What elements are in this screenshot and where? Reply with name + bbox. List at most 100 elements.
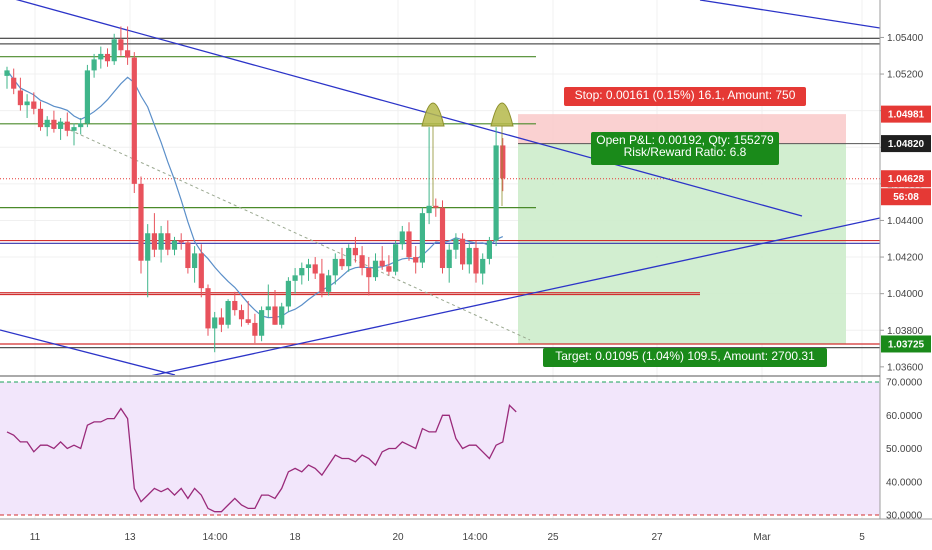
candle-body <box>192 253 198 269</box>
time-tick-label: 13 <box>124 532 136 543</box>
rsi-tick-label: 50.0000 <box>886 444 923 455</box>
price-tag-text: 56:08 <box>893 192 919 203</box>
candle <box>17 77 23 111</box>
candle <box>433 198 439 217</box>
stop-label-text: Stop: 0.00161 (0.15%) 16.1, Amount: 750 <box>575 88 796 102</box>
candle <box>500 138 506 192</box>
time-tick-label: 20 <box>392 532 404 543</box>
candle-body <box>218 317 224 325</box>
candle <box>198 244 204 298</box>
candle <box>272 289 278 325</box>
descending-trendline <box>15 0 803 217</box>
candle-body <box>212 317 218 329</box>
price-tag-bg <box>881 170 931 188</box>
candle-body <box>486 240 492 259</box>
rsi-tick-label: 60.0000 <box>886 411 923 422</box>
candle <box>406 222 412 261</box>
candle <box>326 269 332 296</box>
candle <box>339 247 345 270</box>
candle-body <box>118 39 124 51</box>
candle <box>460 233 466 270</box>
trendlines[interactable] <box>0 0 880 376</box>
candle-body <box>399 231 405 245</box>
candle <box>145 224 151 298</box>
candle <box>352 236 358 263</box>
rsi-line <box>6 403 517 513</box>
candle-body <box>71 127 77 131</box>
candle-body <box>198 253 204 289</box>
candle-body <box>259 310 265 336</box>
descending-trendline-lower <box>0 329 176 375</box>
candle-body <box>138 183 144 261</box>
candle <box>111 33 117 65</box>
candle <box>212 311 218 353</box>
candle <box>151 213 157 258</box>
candle <box>37 101 44 131</box>
candle <box>125 26 131 65</box>
price-tags: 1.04981 1.04820 1.04628 56:08 1.03725 <box>881 105 931 353</box>
candle-body <box>372 260 379 278</box>
candle-body <box>44 119 50 128</box>
candle <box>225 299 231 329</box>
candle-body <box>433 205 439 208</box>
target-label-bg <box>543 348 827 367</box>
candle <box>31 92 37 115</box>
candle-body <box>131 57 137 184</box>
candle <box>446 244 452 283</box>
candle <box>192 246 198 283</box>
candle <box>218 308 224 333</box>
rsi-tick-label: 30.0000 <box>886 511 923 522</box>
price-tag-text: 1.04981 <box>888 110 925 121</box>
price-tag-bg <box>881 335 931 353</box>
time-tick-label: 5 <box>859 532 865 543</box>
candle-body <box>352 247 358 256</box>
candle <box>104 48 111 67</box>
candle-body <box>51 119 57 129</box>
candle-body <box>225 300 231 325</box>
candle-body <box>145 233 151 261</box>
candle-body <box>312 264 318 274</box>
candle <box>453 233 459 259</box>
candle-body <box>11 77 17 89</box>
candle-body <box>379 260 385 267</box>
candle <box>131 52 137 193</box>
candle-body <box>285 280 291 307</box>
candle <box>393 240 399 276</box>
rsi-indicator <box>0 381 880 516</box>
ascending-trendline <box>151 217 880 375</box>
candle <box>78 117 84 135</box>
candle-body <box>171 240 178 250</box>
candle <box>178 233 184 250</box>
price-tick-label: 1.03600 <box>887 362 924 373</box>
candle <box>158 225 164 263</box>
candle <box>413 246 419 274</box>
price-tag: 56:08 <box>881 188 931 206</box>
price-tick-label: 1.05400 <box>887 33 924 44</box>
candle <box>439 200 446 274</box>
candle-body <box>332 258 338 276</box>
candle <box>4 66 10 89</box>
stop-label-bg <box>564 87 806 106</box>
candle <box>252 313 258 344</box>
time-tick-label: 18 <box>289 532 301 543</box>
candle-body <box>245 319 251 323</box>
candle <box>245 300 251 325</box>
arc-marker <box>490 102 514 127</box>
candle-body <box>78 123 84 128</box>
candle-body <box>473 247 479 274</box>
candle-body <box>406 231 412 258</box>
price-axis-bg <box>880 0 932 550</box>
candle-body <box>37 108 44 128</box>
candle-body <box>493 145 499 241</box>
candle-body <box>466 247 472 265</box>
candle <box>64 112 70 137</box>
candle-body <box>426 205 432 214</box>
time-tick-label: 14:00 <box>202 532 227 543</box>
candle-body <box>386 266 392 272</box>
candle <box>232 291 238 316</box>
arc-markers[interactable] <box>421 102 514 206</box>
candle <box>493 127 499 247</box>
candle <box>473 240 479 283</box>
